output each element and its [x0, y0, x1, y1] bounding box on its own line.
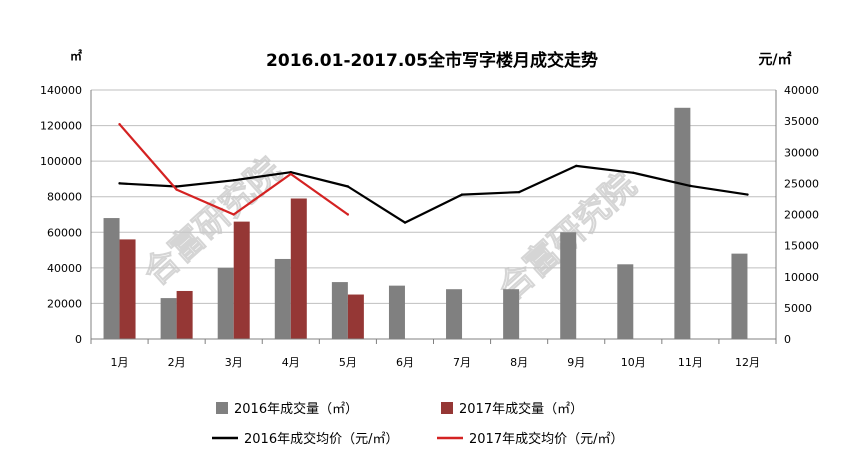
bar-2016 [388, 285, 405, 339]
chart-title: 2016.01-2017.05全市写字楼月成交走势 [266, 50, 598, 71]
x-tick-label: 8月 [510, 356, 528, 369]
bar-2016 [503, 289, 520, 339]
legend-label: 2017年成交量（㎡） [459, 401, 583, 417]
x-tick-label: 11月 [678, 356, 703, 369]
y2-tick-label: 5000 [784, 302, 812, 315]
x-tick-label: 7月 [453, 356, 471, 369]
point-2016-price [689, 184, 692, 188]
y-tick-label: 140000 [40, 84, 82, 97]
x-tick-label: 9月 [567, 356, 585, 369]
point-2017-price [289, 172, 292, 176]
y-axis-unit-label: ㎡ [70, 48, 82, 63]
legend: 2016年成交量（㎡） 2017年成交量（㎡） 2016年成交均价（元/㎡） 2017… [212, 401, 623, 447]
point-2017-price [346, 213, 350, 216]
legend-label: 2017年成交均价（元/㎡） [469, 431, 623, 447]
point-2016-price [517, 190, 521, 194]
y-tick-label: 20000 [47, 297, 82, 310]
x-tick-label: 1月 [111, 356, 129, 369]
point-2016-price [575, 164, 578, 168]
y-tick-label: 120000 [40, 120, 82, 133]
axes-group: 0 20000 40000 60000 80000 100000 120000 140000 0… [40, 84, 819, 369]
bar-2016 [731, 253, 748, 339]
line-2016-price [119, 164, 748, 224]
x-tick-label: 2月 [168, 356, 186, 369]
point-2016-price [175, 185, 178, 188]
x-tick-label: 12月 [735, 356, 760, 369]
y2-tick-label: 40000 [784, 84, 819, 97]
bar-2017 [233, 221, 250, 339]
bar-2016 [331, 282, 348, 339]
legend-swatch [216, 402, 228, 414]
y2-axis-unit-label: 元/㎡ [758, 51, 791, 68]
y-tick-label: 100000 [40, 155, 82, 168]
legend-label: 2016年成交量（㎡） [234, 401, 358, 417]
bar-2016 [274, 258, 291, 339]
y-tick-label: 40000 [47, 262, 82, 275]
x-tick-label: 3月 [225, 356, 243, 369]
bar-2016 [446, 289, 463, 339]
bar-2016 [617, 264, 634, 339]
bar-2016 [560, 232, 577, 339]
legend-swatch [441, 402, 453, 414]
point-2016-price [289, 170, 292, 174]
gridlines [91, 89, 776, 340]
bar-series-group [103, 107, 748, 340]
y2-tick-label: 20000 [784, 209, 819, 222]
legend-label: 2016年成交均价（元/㎡） [244, 431, 398, 447]
y2-tick-label: 25000 [784, 177, 819, 190]
y-tick-label: 60000 [47, 226, 82, 239]
bar-2016 [217, 267, 234, 339]
x-tick-label: 4月 [282, 356, 300, 369]
point-2016-price [232, 179, 235, 182]
line-series-group [118, 123, 749, 224]
bar-2017 [290, 198, 307, 339]
point-2017-price [118, 123, 121, 126]
y-tick-label: 0 [75, 333, 82, 346]
bar-2016 [103, 218, 120, 339]
y2-tick-label: 15000 [784, 240, 819, 253]
bar-2017 [119, 239, 136, 339]
x-tick-label: 10月 [621, 356, 646, 369]
point-2016-price [460, 193, 464, 196]
watermark-text: 合富研究院 [136, 150, 289, 293]
y-tick-label: 80000 [47, 191, 82, 204]
bar-2017 [176, 290, 193, 339]
y2-tick-label: 0 [784, 333, 791, 346]
point-2016-price [632, 171, 635, 174]
y2-tick-label: 35000 [784, 115, 819, 128]
bar-2016 [674, 107, 691, 340]
y2-tick-label: 10000 [784, 271, 819, 284]
y2-tick-label: 30000 [784, 146, 819, 159]
x-tick-label: 6月 [396, 356, 414, 369]
bar-2017 [347, 294, 364, 339]
point-2016-price [118, 182, 121, 185]
point-2017-price [232, 213, 235, 216]
bar-2016 [160, 298, 177, 339]
x-tick-label: 5月 [339, 356, 357, 369]
point-2016-price [346, 185, 350, 188]
point-2016-price [746, 193, 749, 196]
point-2017-price [175, 188, 178, 191]
point-2016-price [403, 221, 407, 224]
